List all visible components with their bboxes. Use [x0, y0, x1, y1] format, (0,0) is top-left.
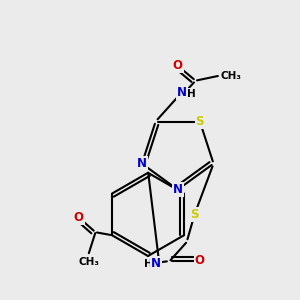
Text: N: N: [177, 86, 187, 99]
Text: S: S: [196, 115, 204, 128]
Text: CH₃: CH₃: [221, 71, 242, 81]
Text: O: O: [74, 211, 84, 224]
Text: H: H: [144, 259, 152, 269]
Text: N: N: [137, 157, 147, 170]
Text: CH₃: CH₃: [78, 257, 99, 267]
Text: H: H: [187, 89, 196, 99]
Text: O: O: [173, 59, 183, 72]
Text: N: N: [173, 183, 183, 196]
Text: O: O: [194, 254, 205, 268]
Text: N: N: [151, 257, 161, 270]
Text: S: S: [190, 208, 199, 221]
